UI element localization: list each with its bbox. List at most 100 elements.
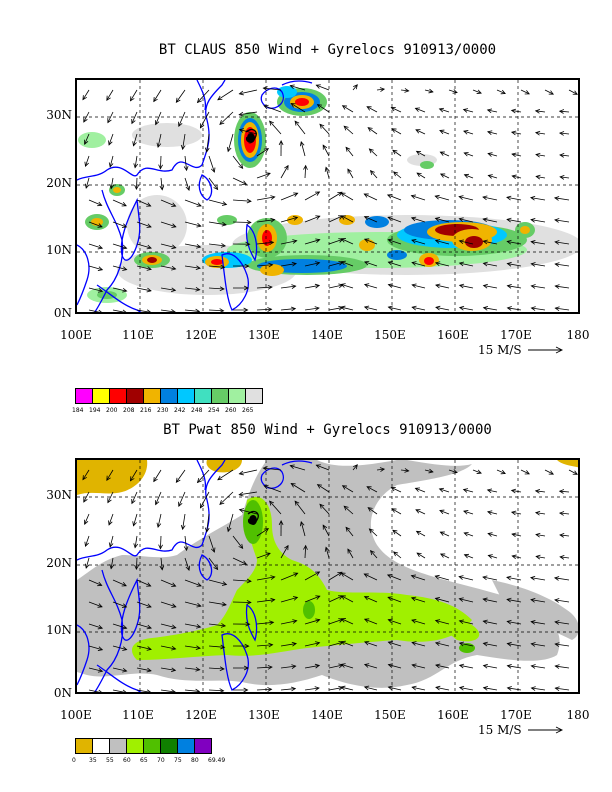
wind-vector — [364, 284, 378, 289]
wind-vector-head — [434, 239, 441, 244]
wind-vector-head — [290, 483, 296, 488]
wind-vector-head — [171, 244, 177, 250]
wind-vector — [463, 130, 474, 135]
wind-vector-head — [291, 641, 297, 647]
wind-vector — [496, 89, 506, 94]
wind-vector — [507, 643, 522, 647]
wind-vector — [130, 469, 138, 482]
wind-vector — [328, 641, 343, 647]
wind-vector — [342, 105, 354, 113]
wind-vector — [511, 153, 522, 157]
wind-vector — [328, 215, 343, 223]
wind-vector — [559, 132, 570, 135]
wind-vector-head — [506, 306, 512, 311]
wind-vector-head — [270, 195, 276, 200]
wind-vector — [136, 645, 152, 650]
wind-vector — [256, 688, 272, 691]
panel1-reference-vector: 15 M/S — [478, 343, 564, 357]
wind-vector — [184, 265, 201, 269]
wind-vector — [184, 199, 202, 207]
panel1-xtick-180: 180 — [566, 328, 590, 342]
wind-vector — [483, 642, 498, 647]
panel1-ytick-0n: 0N — [53, 306, 72, 320]
wind-vector — [483, 620, 498, 625]
wind-vector — [160, 689, 176, 692]
wind-vector — [364, 573, 378, 581]
wind-vector — [342, 485, 354, 493]
wind-vector-head — [170, 287, 177, 293]
wind-vector-head — [363, 618, 370, 623]
wind-vector — [136, 309, 151, 312]
wind-vector — [88, 623, 103, 629]
wind-vector — [463, 489, 474, 493]
wind-vector-head — [226, 146, 232, 153]
wind-vector — [184, 243, 201, 248]
wind-vector-head — [219, 120, 225, 126]
wind-vector-head — [315, 84, 321, 89]
wind-vector — [411, 642, 426, 647]
wind-vector-head — [196, 98, 202, 104]
panel2-xtick-170e: 170E — [500, 708, 532, 722]
wind-vector — [388, 641, 402, 647]
wind-vector — [511, 511, 522, 515]
wind-vector-head — [343, 125, 349, 131]
wind-vector — [448, 469, 458, 474]
wind-vector — [343, 125, 354, 135]
wind-vector — [369, 148, 378, 157]
wind-vector-head — [482, 686, 489, 691]
wind-vector-head — [243, 307, 249, 312]
wind-vector — [464, 554, 474, 559]
wind-vector-head — [554, 664, 560, 669]
wind-vector-head — [246, 220, 252, 225]
wind-vector — [256, 666, 272, 669]
wind-vector-head — [315, 464, 321, 469]
wind-vector-head — [434, 619, 441, 624]
wind-vector-head — [553, 196, 560, 201]
panel1-gyre-marker — [245, 128, 257, 143]
wind-vector — [400, 469, 409, 472]
panel2-colorbar-label: 60 — [123, 757, 131, 764]
wind-vector — [107, 491, 114, 503]
wind-vector — [459, 262, 474, 267]
wind-vector-head — [97, 244, 104, 250]
wind-vector-head — [458, 663, 465, 669]
wind-vector — [112, 287, 127, 292]
wind-vector — [559, 534, 570, 537]
wind-vector — [464, 532, 474, 537]
wind-vector-head — [291, 284, 297, 289]
panel1-colorbar-swatch — [126, 388, 144, 404]
wind-vector-head — [159, 565, 165, 571]
wind-vector — [511, 110, 522, 113]
wind-vector-head — [554, 598, 560, 603]
wind-vector-head — [146, 582, 152, 587]
wind-vector — [256, 644, 273, 647]
wind-vector — [559, 490, 570, 493]
wind-vector-head — [219, 286, 225, 292]
wind-vector — [232, 199, 251, 202]
wind-vector — [280, 240, 297, 245]
wind-vector-head — [559, 175, 565, 180]
wind-vector-head — [131, 118, 136, 125]
wind-vector-head — [363, 663, 370, 668]
wind-vector-head — [463, 531, 469, 537]
panel1-grid — [77, 80, 578, 312]
wind-vector — [112, 221, 127, 228]
wind-vector — [439, 510, 450, 515]
wind-vector — [488, 175, 498, 179]
wind-vector — [135, 557, 138, 570]
wind-vector-head — [387, 641, 393, 646]
wind-vector-head — [315, 191, 321, 196]
wind-vector — [483, 307, 498, 311]
wind-vector — [227, 513, 234, 532]
wind-vector — [200, 491, 210, 509]
wind-vector-head — [146, 223, 152, 228]
wind-vector-head — [132, 141, 137, 147]
wind-vector — [184, 623, 201, 628]
wind-vector-head — [463, 173, 470, 179]
panel1-colorbar — [75, 388, 263, 404]
wind-vector-head — [387, 685, 393, 691]
panel1-map-svg — [77, 80, 578, 312]
wind-vector — [366, 486, 378, 493]
wind-vector — [536, 556, 546, 559]
wind-vector-head — [106, 95, 111, 101]
